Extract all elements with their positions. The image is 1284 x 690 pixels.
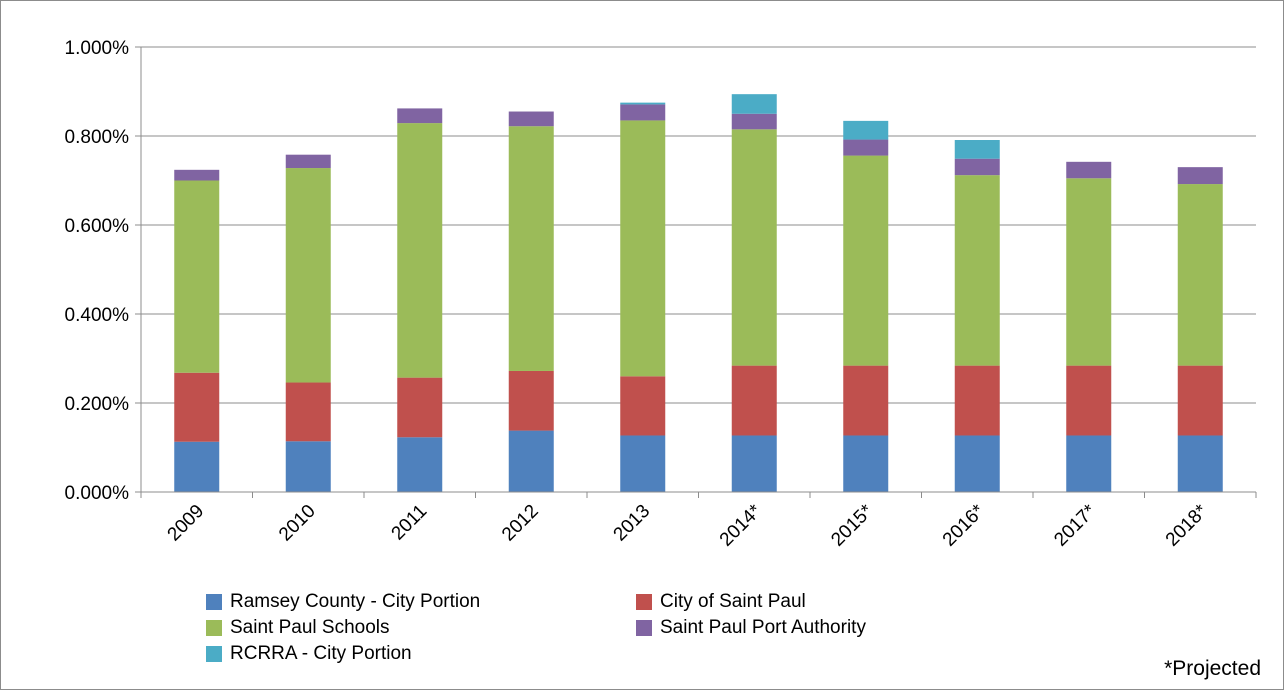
legend-label: Saint Paul Schools [230, 617, 390, 638]
x-tick-label: 2017* [1050, 500, 1100, 550]
bars [174, 94, 1223, 492]
y-tick-label: 0.800% [65, 127, 130, 148]
bar-segment-saint-paul-schools-2016 [954, 175, 1000, 366]
legend-swatch [636, 594, 652, 610]
x-tick-labels: 2009 2010 2011 2012 2013 2014* 2015* 2016* 2017*… [164, 500, 1213, 550]
bar-segment-saint-paul-schools-2012 [508, 126, 554, 371]
bar-segment-rcrra-city-portion-2014 [731, 94, 777, 114]
x-tick-label: 2013 [610, 501, 655, 546]
x-tick-label: 2018* [1162, 500, 1212, 550]
y-tick-label: 1.000% [65, 38, 130, 59]
bar-segment-city-of-saint-paul-2016 [954, 365, 1000, 436]
y-tick-label: 0.000% [65, 483, 130, 504]
bar-segment-rcrra-city-portion-2016 [954, 140, 1000, 159]
bar-segment-saint-paul-schools-2010 [285, 168, 331, 383]
bar-segment-saint-paul-port-authority-2010 [285, 154, 331, 169]
x-tick-label: 2011 [388, 501, 432, 545]
bar-segment-ramsey-county-city-portion-2009 [174, 441, 220, 492]
bar-segment-ramsey-county-city-portion-2013 [620, 435, 666, 492]
legend-swatch [206, 646, 222, 662]
legend-label: Ramsey County - City Portion [230, 591, 481, 612]
legend-label: Saint Paul Port Authority [660, 617, 866, 638]
bar-segment-city-of-saint-paul-2010 [285, 382, 331, 442]
bar-segment-ramsey-county-city-portion-2015 [843, 435, 889, 492]
legend-label: RCRRA - City Portion [230, 643, 412, 664]
bar-segment-city-of-saint-paul-2009 [174, 372, 220, 442]
bar-segment-ramsey-county-city-portion-2016 [954, 435, 1000, 492]
y-tick-label: 0.200% [65, 394, 130, 415]
bar-segment-rcrra-city-portion-2013 [620, 102, 666, 105]
bar-segment-saint-paul-port-authority-2018 [1177, 167, 1223, 185]
y-tick-labels: 0.000% 0.200% 0.400% 0.600% 0.800% 1.000% [65, 38, 130, 504]
legend-swatch [206, 620, 222, 636]
legend-swatch [636, 620, 652, 636]
x-tick-label: 2016* [939, 500, 989, 550]
x-tick-label: 2009 [164, 501, 209, 546]
bar-segment-saint-paul-port-authority-2017 [1066, 161, 1112, 179]
bar-segment-saint-paul-port-authority-2009 [174, 169, 220, 181]
bar-segment-ramsey-county-city-portion-2012 [508, 430, 554, 492]
bar-segment-saint-paul-port-authority-2011 [397, 108, 443, 124]
y-tick-label: 0.400% [65, 305, 130, 326]
bar-segment-city-of-saint-paul-2018 [1177, 365, 1223, 436]
bar-segment-city-of-saint-paul-2012 [508, 370, 554, 431]
bar-segment-city-of-saint-paul-2013 [620, 376, 666, 436]
bar-segment-saint-paul-port-authority-2016 [954, 158, 1000, 176]
bar-segment-saint-paul-port-authority-2012 [508, 111, 554, 127]
bar-segment-saint-paul-port-authority-2013 [620, 104, 666, 121]
x-tick-label: 2012 [498, 501, 543, 546]
bar-segment-saint-paul-schools-2018 [1177, 184, 1223, 366]
legend-swatch [206, 594, 222, 610]
bar-segment-saint-paul-schools-2014 [731, 129, 777, 366]
x-tick-label: 2015* [827, 500, 877, 550]
bar-segment-saint-paul-port-authority-2015 [843, 139, 889, 156]
bar-segment-saint-paul-schools-2009 [174, 180, 220, 373]
legend-label: City of Saint Paul [660, 591, 806, 612]
bar-segment-ramsey-county-city-portion-2010 [285, 441, 331, 492]
bar-segment-saint-paul-schools-2011 [397, 123, 443, 378]
bar-segment-city-of-saint-paul-2017 [1066, 365, 1112, 436]
bar-segment-saint-paul-schools-2017 [1066, 178, 1112, 366]
bar-segment-saint-paul-schools-2015 [843, 155, 889, 366]
legend-item-ramsey-county: Ramsey County - City Portion [206, 589, 480, 615]
bar-segment-rcrra-city-portion-2015 [843, 120, 889, 140]
bar-segment-saint-paul-schools-2013 [620, 120, 666, 377]
bar-segment-ramsey-county-city-portion-2014 [731, 435, 777, 492]
legend-item-port-authority: Saint Paul Port Authority [636, 615, 866, 641]
legend-item-rcrra: RCRRA - City Portion [206, 641, 412, 667]
bar-segment-ramsey-county-city-portion-2011 [397, 437, 443, 492]
legend-item-city-of-saint-paul: City of Saint Paul [636, 589, 806, 615]
legend-item-saint-paul-schools: Saint Paul Schools [206, 615, 390, 641]
x-tick-label: 2014* [716, 500, 766, 550]
bar-segment-city-of-saint-paul-2014 [731, 365, 777, 436]
axes [140, 47, 1257, 498]
x-tick-label: 2010 [275, 501, 320, 546]
y-tick-label: 0.600% [65, 216, 130, 237]
bar-segment-saint-paul-port-authority-2014 [731, 113, 777, 130]
bar-segment-city-of-saint-paul-2015 [843, 365, 889, 436]
bar-segment-ramsey-county-city-portion-2017 [1066, 435, 1112, 492]
bar-segment-ramsey-county-city-portion-2018 [1177, 435, 1223, 492]
bar-segment-city-of-saint-paul-2011 [397, 377, 443, 438]
projected-footnote: *Projected [1164, 657, 1261, 680]
